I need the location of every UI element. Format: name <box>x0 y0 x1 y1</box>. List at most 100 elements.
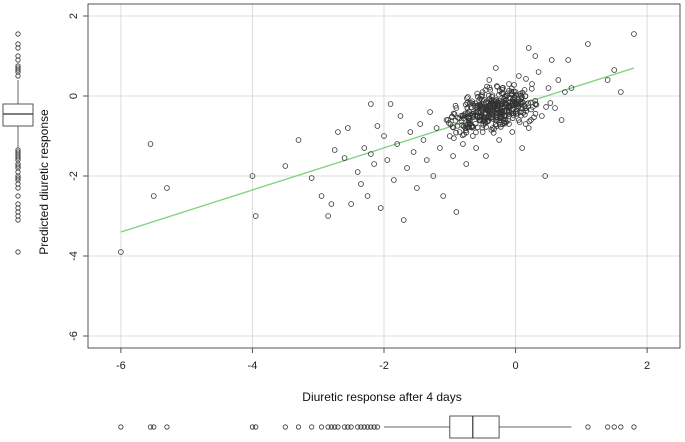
data-point-56 <box>469 133 476 139</box>
cluster-point-329 <box>479 101 485 107</box>
data-point-100 <box>562 89 568 95</box>
data-point-43 <box>437 145 443 151</box>
cluster-point-260 <box>508 108 515 114</box>
cluster-point-342 <box>528 117 534 123</box>
x-outlier-21 <box>368 424 374 430</box>
data-point-22 <box>368 151 374 157</box>
cluster-point-301 <box>502 93 509 99</box>
cluster-point-303 <box>470 111 477 117</box>
data-point-21 <box>368 101 374 107</box>
data-point-29 <box>391 177 397 183</box>
cluster-point-313 <box>510 106 516 113</box>
data-point-26 <box>381 133 387 139</box>
cluster-point-74 <box>462 101 469 108</box>
x-outlier-11 <box>328 424 334 430</box>
data-point-3 <box>164 185 170 191</box>
data-point-47 <box>450 153 456 159</box>
cluster-point-203 <box>523 76 529 82</box>
data-point-106 <box>617 89 624 95</box>
cluster-point-127 <box>525 100 531 107</box>
y-marginal-boxplot <box>2 31 34 255</box>
data-point-83 <box>516 73 522 79</box>
y-axis-label: Predicted diuretic response <box>37 109 51 255</box>
data-point-53 <box>463 161 470 167</box>
data-point-76 <box>506 121 512 127</box>
y-outlier-25 <box>15 193 21 199</box>
cluster-point-232 <box>464 105 471 111</box>
cluster-point-334 <box>470 123 477 130</box>
cluster-point-215 <box>475 93 481 100</box>
cluster-point-153 <box>503 102 509 109</box>
data-point-44 <box>440 193 447 199</box>
cluster-point-32 <box>459 132 466 139</box>
data-point-77 <box>506 81 512 87</box>
cluster-point-176 <box>486 84 493 91</box>
cluster-point-288 <box>543 104 549 110</box>
y-tick-label-0: 2 <box>68 13 80 19</box>
cluster-point-341 <box>459 122 465 128</box>
cluster-point-353 <box>520 110 527 116</box>
data-point-49 <box>453 209 460 215</box>
cluster-point-326 <box>452 102 459 109</box>
cluster-point-306 <box>494 109 501 116</box>
cluster-point-318 <box>491 126 497 132</box>
x-outlier-17 <box>355 424 361 430</box>
data-point-8 <box>308 175 315 181</box>
data-point-95 <box>545 85 552 91</box>
cluster-point-319 <box>465 118 472 124</box>
x-outlier-9 <box>318 424 325 430</box>
data-point-94 <box>542 173 548 179</box>
cluster-point-335 <box>488 127 495 133</box>
x-outlier-1 <box>147 424 154 430</box>
data-point-10 <box>325 213 331 219</box>
x-outlier-18 <box>358 424 364 430</box>
cluster-point-170 <box>479 96 485 103</box>
x-box-iqr <box>449 415 500 439</box>
data-point-103 <box>585 41 591 47</box>
cluster-point-287 <box>494 84 501 90</box>
cluster-point-205 <box>515 104 521 111</box>
cluster-point-282 <box>530 104 536 110</box>
y-tick-label-4: -6 <box>68 331 80 341</box>
x-axis-ticks: -6 -4 -2 0 2 <box>116 348 650 372</box>
y-outlier-1 <box>15 41 21 47</box>
y-outlier-14 <box>15 155 21 161</box>
cluster-point-30 <box>473 129 479 136</box>
cluster-point-147 <box>502 120 508 127</box>
data-point-30 <box>394 141 400 147</box>
cluster-point-322 <box>453 129 459 136</box>
data-point-34 <box>407 129 414 135</box>
cluster-point-321 <box>485 110 492 117</box>
data-point-79 <box>509 129 516 135</box>
cluster-point-293 <box>486 112 493 119</box>
x-tick-label-3: 0 <box>512 360 518 372</box>
x-outlier-26 <box>611 424 617 430</box>
x-outlier-2 <box>151 424 157 430</box>
data-point-98 <box>555 77 562 83</box>
cluster-point-219 <box>512 99 518 105</box>
cluster-point-346 <box>450 110 457 117</box>
y-outlier-2 <box>15 45 21 51</box>
cluster-point-249 <box>499 121 506 128</box>
data-point-11 <box>328 201 335 207</box>
y-outlier-24 <box>15 185 21 191</box>
x-outlier-19 <box>361 424 367 430</box>
cluster-point-308 <box>462 110 469 117</box>
cluster-point-248 <box>513 91 520 98</box>
cluster-point-296 <box>505 103 512 109</box>
data-point-71 <box>496 137 502 143</box>
data-point-101 <box>565 57 571 63</box>
data-point-17 <box>354 169 361 175</box>
data-point-12 <box>331 147 338 153</box>
x-tick-label-2: -2 <box>379 360 389 372</box>
cluster-point-270 <box>513 100 520 106</box>
y-outlier-0 <box>15 31 21 37</box>
cluster-point-75 <box>547 100 554 106</box>
x-tick-label-1: -4 <box>248 360 258 372</box>
y-outlier-8 <box>15 69 21 75</box>
data-point-13 <box>335 129 341 135</box>
data-point-32 <box>400 217 407 223</box>
cluster-point-292 <box>474 90 480 97</box>
data-point-35 <box>410 149 417 155</box>
